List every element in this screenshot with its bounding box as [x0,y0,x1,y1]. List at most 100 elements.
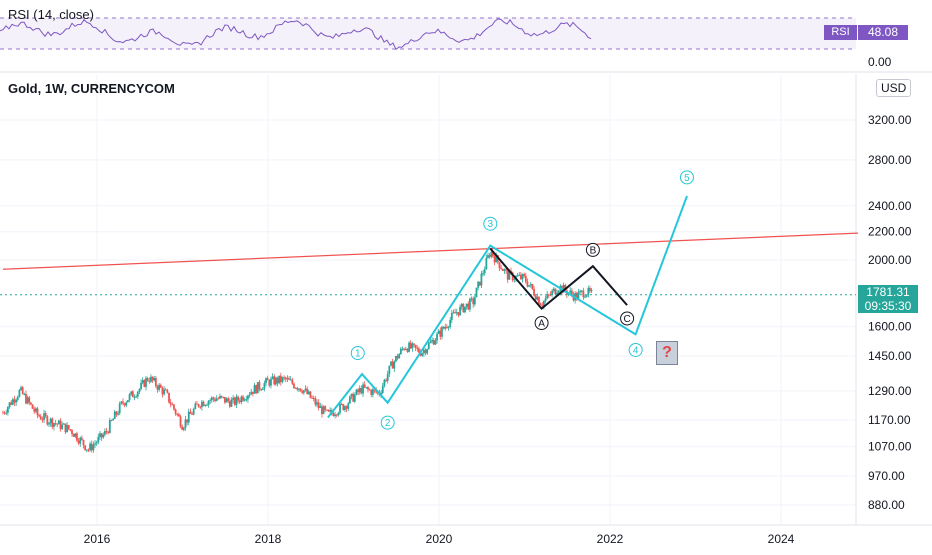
candle-body [327,409,330,412]
candle-body [335,414,338,416]
candle-body [145,378,147,387]
candle-body [294,387,297,389]
candle-body [539,303,542,306]
candle-body [36,408,39,416]
candle-body [92,444,95,451]
candle-body [204,404,207,406]
candle-body [100,433,103,438]
candle-body [495,255,498,263]
candle-body [432,339,435,345]
candle-body [201,401,203,408]
candle-body [49,418,52,424]
candle-body [253,385,256,394]
candle-body [319,406,322,408]
candle-body [270,378,272,386]
candle-body [469,298,471,310]
countdown-label: 09:35:30 [864,299,912,313]
candle-body [225,398,228,403]
candle-body [569,290,572,293]
candle-body [25,393,27,404]
candle-body [534,295,537,300]
candle-body [388,365,391,375]
candle-body [230,399,233,407]
candle-body [34,408,37,412]
candle-body [57,420,60,425]
currency-badge[interactable]: USD [876,79,912,97]
candle-body [316,402,318,405]
candle-body [74,433,77,437]
candle-body [207,401,210,405]
candle-body [312,397,315,399]
wave-label: 5 [684,173,690,184]
candle-body [523,274,526,276]
candle-body [546,294,549,299]
candle-body [192,408,195,415]
elliott-wave-line[interactable] [327,195,688,419]
candle-body [391,361,394,369]
candle-body [245,399,248,401]
candle-body [199,406,202,408]
candle-body [528,285,531,287]
candle-body [164,389,167,391]
abc-correction-line[interactable] [489,247,628,310]
candle-body [585,295,588,297]
candle-body [301,391,304,393]
candle-body [575,293,578,299]
candle-body [140,382,142,389]
candle-body [577,292,580,299]
wave-labels: 1 2 3 4 5 [350,170,694,430]
candle-body [224,397,226,403]
correction-label: B [590,245,597,256]
candle-body [194,403,197,409]
candle-body [454,312,457,314]
candle-body [541,305,544,307]
candle-body [159,384,162,388]
candle-body [309,391,312,398]
question-mark-note[interactable]: ? [656,341,678,365]
candle-body [500,268,503,270]
candle-body [478,281,481,286]
candle-body [153,378,156,381]
candle-body [426,349,429,354]
candle-body [321,406,323,415]
candle-body [529,284,532,286]
candle-body [102,434,105,438]
wave-label: 1 [355,348,361,359]
candle-body [386,374,389,381]
candle-body [543,300,545,307]
candle-body [156,386,159,390]
candle-body [2,412,4,414]
candle-body [373,389,376,391]
candle-body [447,326,450,328]
candle-body [53,423,55,427]
y-tick-label: 2400.00 [868,199,912,213]
candle-body [44,413,47,417]
candle-body [31,404,34,409]
candle-body [48,423,50,425]
candle-body [556,292,558,295]
candle-body [72,433,75,437]
trendline[interactable] [2,232,858,270]
candle-body [339,403,341,413]
candle-body [66,425,68,433]
candle-body [242,396,244,401]
candle-body [107,431,110,433]
candle-body [436,333,438,341]
candle-body [411,343,414,349]
candle-body [15,399,18,403]
candle-body [353,394,356,402]
candle-body [146,378,149,381]
current-price-box: 1781.31 09:35:30 [858,285,918,313]
candle-body [325,409,328,411]
candle-body [441,326,443,337]
candle-body [562,285,565,293]
candle-body [383,379,386,386]
candle-body [237,396,239,401]
candle-body [103,431,106,435]
candle-body [362,384,364,394]
candle-body [133,396,136,398]
candle-body [136,391,139,397]
candle-body [6,407,9,413]
x-tick-label: 2016 [84,532,111,546]
candle-body [365,387,368,389]
